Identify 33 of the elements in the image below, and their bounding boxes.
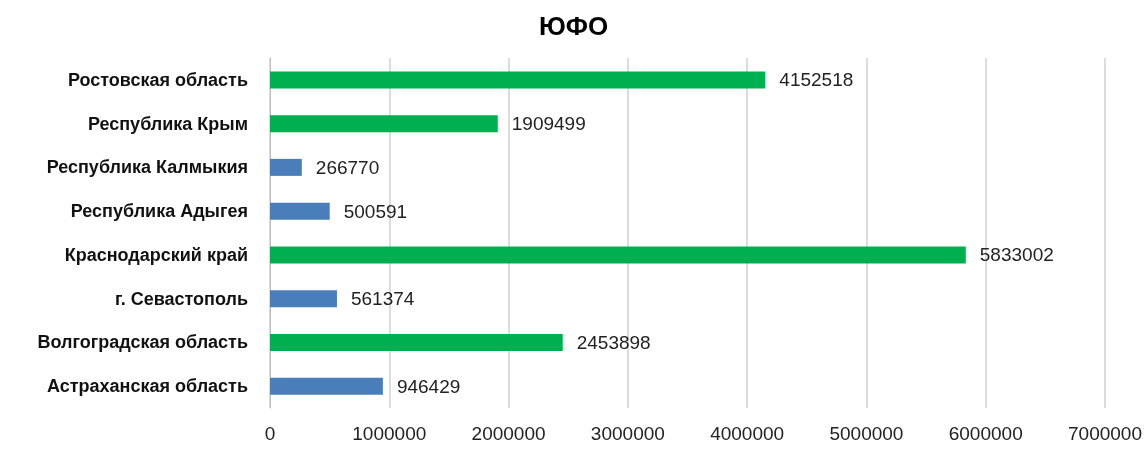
bar — [270, 377, 383, 395]
data-label: 266770 — [315, 156, 380, 178]
data-label: 500591 — [343, 200, 408, 222]
bar — [270, 333, 563, 351]
bar — [270, 246, 966, 264]
x-tick-label: 3000000 — [590, 423, 665, 444]
chart-title: ЮФО — [538, 11, 609, 41]
bar — [270, 202, 330, 220]
y-tick-label: Астраханская область — [46, 376, 248, 397]
data-label: 946429 — [396, 375, 461, 397]
x-tick-label: 7000000 — [1068, 423, 1142, 444]
bar — [270, 115, 498, 133]
data-label: 2453898 — [576, 331, 651, 353]
data-label: 4152518 — [779, 69, 854, 91]
y-tick-label: г. Севастополь — [114, 288, 248, 309]
bar — [270, 290, 337, 308]
y-tick-label: Волгоградская область — [37, 332, 248, 353]
y-tick-label: Республика Адыгея — [70, 201, 248, 222]
x-tick-label: 6000000 — [948, 423, 1023, 444]
x-tick-label: 2000000 — [471, 423, 546, 444]
x-tick-label: 1000000 — [352, 423, 427, 444]
x-tick-label: 0 — [264, 423, 276, 444]
y-tick-label: Ростовская область — [67, 69, 248, 90]
y-tick-label: Республика Крым — [87, 113, 248, 134]
data-label: 561374 — [350, 288, 415, 310]
x-tick-label: 4000000 — [710, 423, 785, 444]
bar — [270, 158, 302, 176]
data-label: 1909499 — [511, 113, 586, 135]
x-tick-label: 5000000 — [829, 423, 904, 444]
bar — [270, 71, 766, 89]
data-label: 5833002 — [979, 244, 1054, 266]
y-tick-label: Республика Калмыкия — [46, 157, 248, 178]
y-tick-label: Краснодарский край — [64, 244, 248, 265]
